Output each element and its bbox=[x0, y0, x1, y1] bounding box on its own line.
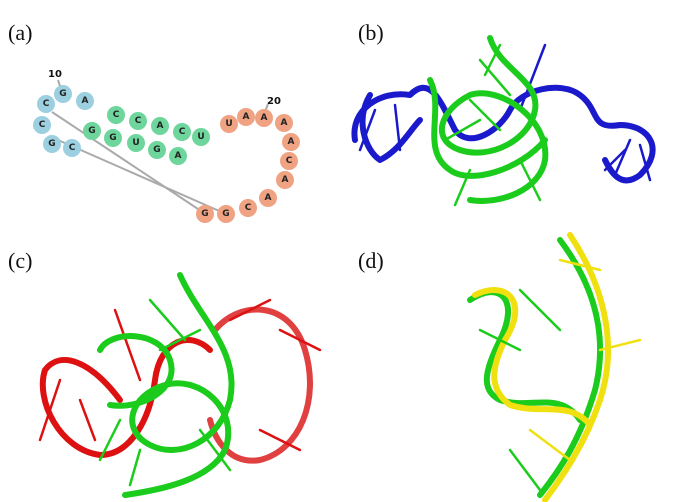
nucleotide-label: C bbox=[43, 99, 50, 109]
nucleotide-label: C bbox=[179, 127, 186, 137]
nucleotide-label: G bbox=[109, 133, 116, 143]
nucleotide-label: C bbox=[69, 143, 76, 153]
position-label: 20 bbox=[267, 96, 281, 107]
figure: (a) (b) (c) (d) 10 20 CGACGCCCACUGGUGAUA… bbox=[0, 0, 684, 502]
nucleotide-label: A bbox=[157, 121, 164, 131]
nucleotide-label: A bbox=[243, 112, 250, 122]
nucleotide-label: A bbox=[265, 193, 272, 203]
nucleotide-label: U bbox=[225, 119, 232, 129]
panel-label: (a) bbox=[8, 20, 32, 45]
nucleotide-label: G bbox=[153, 145, 160, 155]
nucleotide-label: C bbox=[39, 120, 46, 130]
nucleotide-label: A bbox=[282, 175, 289, 185]
nucleotide-label: U bbox=[197, 132, 204, 142]
nucleotide-label: C bbox=[113, 110, 120, 120]
nucleotide-label: U bbox=[132, 138, 139, 148]
position-label: 10 bbox=[48, 69, 62, 80]
nucleotide-label: A bbox=[288, 137, 295, 147]
nucleotide-label: G bbox=[48, 139, 55, 149]
nucleotide-label: G bbox=[201, 209, 208, 219]
nucleotide-label: A bbox=[175, 151, 182, 161]
panel-label: (b) bbox=[358, 20, 384, 45]
nucleotide-label: G bbox=[59, 89, 66, 99]
structure-c bbox=[40, 275, 320, 495]
nucleotide-label: G bbox=[222, 209, 229, 219]
panel-label: (c) bbox=[8, 248, 32, 273]
structure-b bbox=[354, 38, 652, 205]
nucleotide-label: G bbox=[88, 126, 95, 136]
nucleotide-label: A bbox=[82, 96, 89, 106]
nucleotide-label: C bbox=[135, 116, 142, 126]
nucleotide-label: C bbox=[286, 156, 293, 166]
panel-label: (d) bbox=[358, 248, 384, 273]
nucleotide-label: A bbox=[281, 118, 288, 128]
nucleotide-label: C bbox=[245, 203, 252, 213]
nucleotide-label: A bbox=[261, 113, 268, 123]
structure-d bbox=[470, 235, 640, 500]
